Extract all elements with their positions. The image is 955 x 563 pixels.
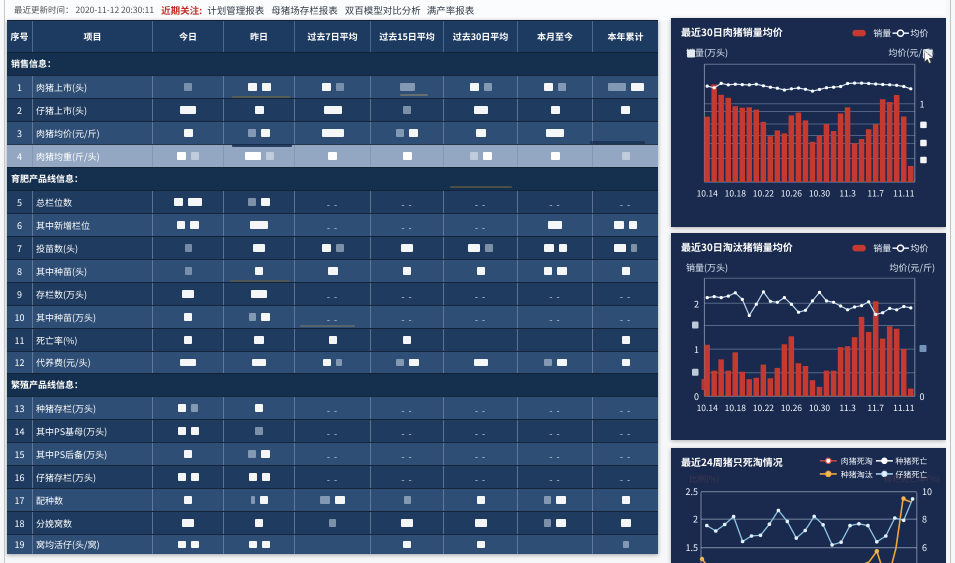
svg-text:均价: 均价 — [910, 241, 928, 254]
svg-text:1.5: 1.5 — [686, 541, 699, 554]
svg-text:10.26: 10.26 — [781, 188, 803, 200]
svg-text:10.22: 10.22 — [753, 402, 775, 414]
svg-text:11.7: 11.7 — [867, 402, 884, 414]
svg-text:10.14: 10.14 — [697, 402, 719, 414]
svg-text:均价: 均价 — [910, 26, 928, 39]
svg-text:10.30: 10.30 — [809, 402, 831, 414]
svg-text:8: 8 — [922, 513, 927, 526]
svg-text:11.11: 11.11 — [893, 402, 915, 414]
svg-text:10.26: 10.26 — [781, 402, 803, 414]
svg-text:10: 10 — [922, 485, 932, 498]
svg-text:6: 6 — [922, 541, 927, 554]
svg-text:1: 1 — [920, 98, 925, 111]
svg-text:肉猪死淘: 肉猪死淘 — [841, 456, 873, 467]
svg-text:0: 0 — [920, 390, 925, 403]
svg-text:10.14: 10.14 — [697, 188, 719, 200]
svg-text:10.22: 10.22 — [753, 188, 775, 200]
svg-text:2.5: 2.5 — [686, 485, 699, 498]
svg-text:0: 0 — [694, 390, 699, 403]
svg-text:11.3: 11.3 — [839, 402, 856, 414]
svg-text:10.18: 10.18 — [725, 402, 747, 414]
svg-text:销量: 销量 — [873, 241, 891, 254]
svg-text:1: 1 — [694, 343, 699, 356]
svg-text:10.30: 10.30 — [809, 188, 831, 200]
svg-text:销量: 销量 — [873, 26, 891, 39]
svg-text:种猪淘汰: 种猪淘汰 — [841, 469, 873, 480]
svg-text:种猪死亡: 种猪死亡 — [895, 456, 927, 467]
svg-text:11.3: 11.3 — [839, 188, 856, 200]
svg-text:2: 2 — [694, 297, 699, 310]
svg-text:10.18: 10.18 — [725, 188, 747, 200]
svg-text:11.11: 11.11 — [893, 188, 915, 200]
svg-text:11.7: 11.7 — [867, 188, 884, 200]
svg-text:仔猪死亡: 仔猪死亡 — [895, 469, 927, 480]
svg-text:2: 2 — [693, 513, 698, 526]
